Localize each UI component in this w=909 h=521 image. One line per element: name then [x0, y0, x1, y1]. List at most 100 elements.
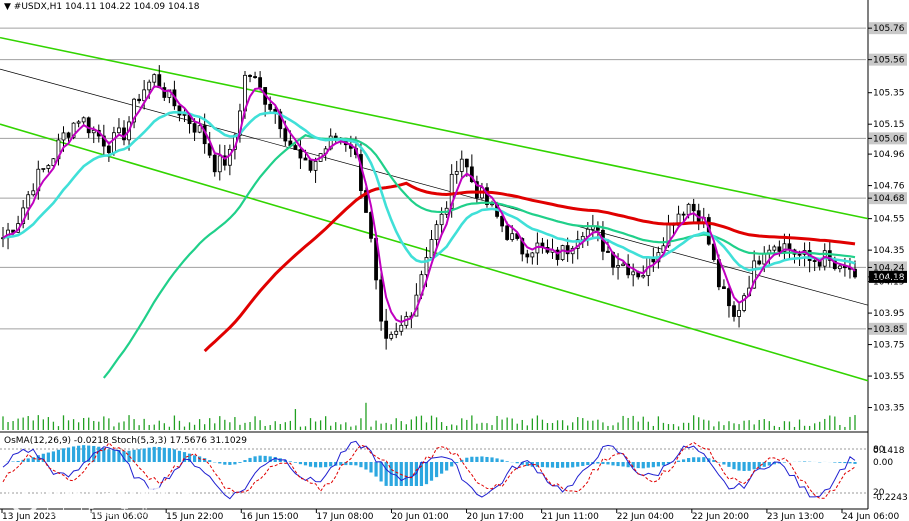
osma-bar: [631, 462, 635, 468]
candle-body: [46, 165, 51, 169]
osma-bar: [767, 462, 771, 466]
osma-bar: [505, 461, 509, 462]
candle-body: [797, 253, 802, 256]
candle-body: [641, 275, 646, 278]
candle-body: [258, 77, 263, 88]
candle-body: [853, 268, 857, 278]
candle-body: [308, 159, 313, 171]
price-tick-label: 104.24: [873, 263, 905, 273]
candle-body: [555, 249, 560, 260]
price-tick-label: 104.55: [873, 215, 905, 225]
osma-bar: [36, 455, 40, 462]
osma-bar: [626, 462, 630, 468]
osma-bar: [313, 462, 318, 468]
osma-bar: [324, 462, 328, 468]
price-tick-label: 105.56: [873, 56, 905, 66]
osma-bar: [752, 462, 756, 470]
candle-body: [485, 187, 489, 205]
osma-bar: [460, 459, 464, 462]
osma-bar: [369, 462, 373, 473]
price-tag-box: [869, 270, 907, 283]
candle-body: [565, 245, 570, 255]
osma-bar: [374, 462, 378, 477]
osc-tick-label: 0.1418: [873, 446, 905, 456]
time-tick-label: 15 Jun 22:00: [166, 512, 223, 521]
candle-body: [152, 74, 157, 83]
osma-bar: [137, 449, 141, 462]
osma-bar: [102, 447, 106, 462]
osma-bar: [702, 457, 706, 462]
osma-bar: [147, 447, 151, 462]
candle-body: [293, 145, 298, 150]
ema-fast-line: [2, 85, 856, 324]
osma-bar: [223, 462, 227, 465]
osma-bar: [177, 450, 182, 462]
osma-bar: [475, 456, 479, 462]
candle-body: [439, 213, 444, 226]
osma-bar: [636, 462, 640, 469]
price-tick-label: 105.15: [873, 120, 905, 130]
candle-body: [91, 129, 96, 134]
osma-bar: [233, 462, 237, 465]
osma-bar: [152, 446, 156, 462]
candle-body: [182, 113, 187, 116]
osma-bar: [409, 462, 413, 486]
candle-body: [434, 224, 439, 240]
time-tick-label: 21 Jun 11:00: [542, 512, 599, 521]
candle-body: [616, 265, 620, 268]
osma-bar: [192, 455, 197, 462]
header-arrow-icon[interactable]: ▼: [4, 2, 11, 12]
candle-body: [26, 194, 31, 209]
price-tick-label: 105.35: [873, 89, 905, 99]
candle-body: [732, 305, 736, 317]
price-tick-label: 104.96: [873, 150, 905, 160]
price-tick-label: 105.06: [873, 134, 905, 144]
candle-body: [505, 225, 510, 240]
candle-body: [469, 166, 474, 183]
candle-body: [722, 286, 726, 290]
osma-bar: [576, 462, 580, 467]
candle-body: [777, 246, 782, 252]
osma-bar: [243, 460, 247, 462]
osma-bar: [646, 462, 650, 468]
osma-bar: [712, 459, 716, 462]
osma-bar: [238, 462, 242, 463]
osma-bar: [742, 462, 746, 471]
osma-bar: [525, 462, 529, 467]
candle-body: [117, 127, 121, 134]
candle-body: [51, 158, 56, 166]
price-tick-label: 104.15: [873, 278, 905, 288]
osma-bar: [606, 462, 610, 465]
osma-bar: [97, 446, 101, 462]
candle-body: [500, 215, 505, 227]
osma-bar: [319, 462, 323, 468]
time-tick-label: 13 Jun 2023: [2, 512, 56, 521]
osma-bar: [424, 462, 429, 485]
price-tag-box: [869, 192, 907, 205]
candle-body: [122, 127, 126, 141]
candle-body: [248, 74, 252, 77]
osma-bar: [16, 460, 20, 462]
osma-bar: [450, 462, 454, 467]
time-tick-label: 17 Jun 08:00: [316, 512, 373, 521]
price-tick-label: 104.76: [873, 182, 905, 192]
candle-body: [429, 239, 434, 258]
candle-body: [827, 250, 832, 261]
osma-bar: [445, 462, 449, 471]
candle-body: [459, 158, 464, 172]
osma-bar: [843, 462, 847, 464]
candle-body: [66, 132, 71, 138]
osma-bar: [681, 459, 686, 462]
osma-bar: [429, 462, 434, 481]
osma-bar: [480, 456, 484, 462]
candle-body: [41, 168, 46, 170]
osma-bar: [132, 449, 136, 462]
price-tick-label: 103.85: [873, 325, 905, 335]
osma-bar: [142, 448, 146, 462]
osma-bar: [293, 462, 298, 463]
osma-bar: [26, 458, 30, 462]
candle-body: [268, 103, 273, 110]
candle-body: [621, 263, 625, 266]
osma-bar: [162, 447, 166, 462]
